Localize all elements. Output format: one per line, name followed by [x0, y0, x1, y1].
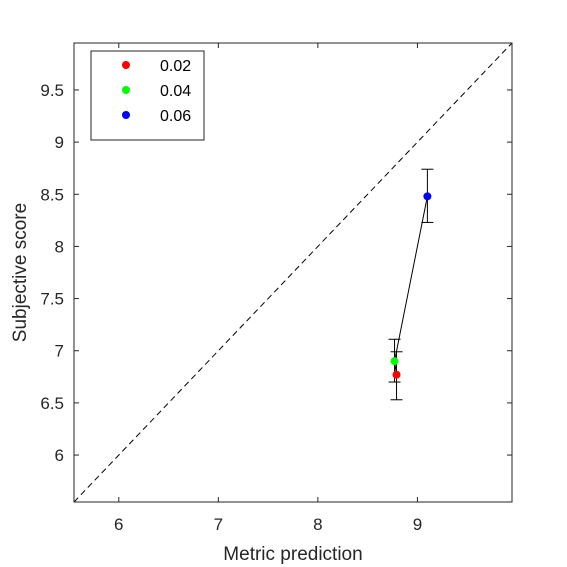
plot-frame: [73, 42, 513, 503]
legend: 0.02 0.04 0.06: [90, 50, 205, 141]
y-tick-label: 8: [55, 237, 64, 256]
legend-label: 0.06: [160, 108, 191, 125]
y-tick-label: 8.5: [40, 185, 64, 204]
legend-marker: [122, 111, 130, 119]
x-axis-label: Metric prediction: [223, 544, 362, 565]
data-point: [390, 357, 399, 366]
legend-marker: [122, 86, 130, 94]
reference-line: [73, 42, 513, 503]
legend-label: 0.04: [160, 83, 191, 100]
x-tick-label: 8: [313, 515, 322, 534]
y-tick-label: 9: [55, 133, 64, 152]
y-tick-label: 9.5: [40, 81, 64, 100]
x-tick-label: 9: [413, 515, 422, 534]
y-axis-label: Subjective score: [10, 203, 31, 342]
legend-marker: [122, 61, 130, 69]
data-point: [423, 192, 432, 201]
y-tick-label: 6: [55, 446, 64, 465]
x-tick-label: 7: [214, 515, 223, 534]
x-tick-label: 6: [114, 515, 123, 534]
y-tick-label: 7: [55, 342, 64, 361]
data-point: [392, 370, 401, 379]
legend-box: [90, 50, 205, 141]
legend-label: 0.02: [160, 58, 191, 75]
y-tick-label: 6.5: [40, 394, 64, 413]
y-tick-label: 7.5: [40, 290, 64, 309]
